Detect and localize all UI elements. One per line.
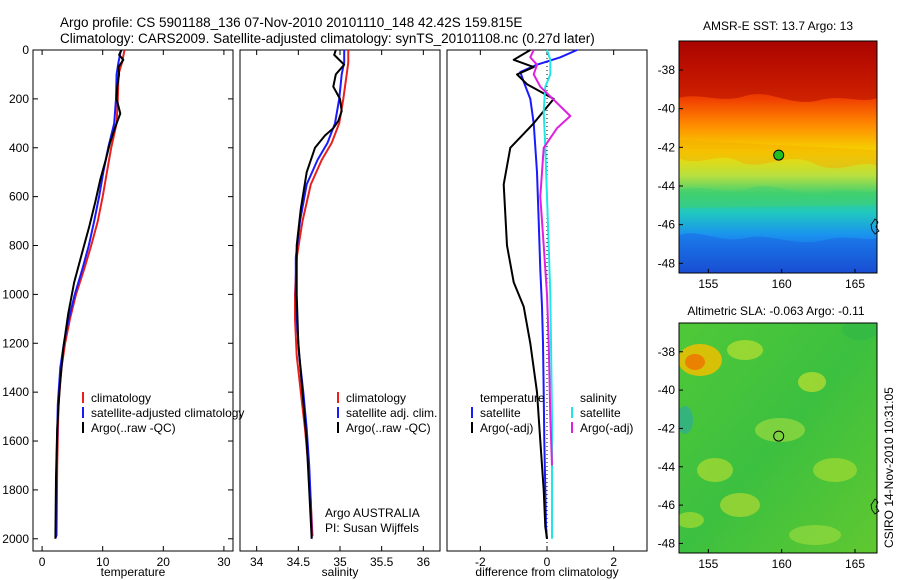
x-axis-label: salinity (322, 565, 359, 579)
legend-label: satellite (480, 406, 521, 420)
series-line (529, 49, 572, 466)
x-tick-label: 0 (544, 555, 551, 569)
x-tick-label: 36 (417, 555, 431, 569)
map-x-tick-label: 165 (845, 557, 865, 571)
sla-map: Altimetric SLA: -0.063 Argo: -0.11 155 16… (658, 304, 880, 571)
x-tick-label: 30 (217, 555, 231, 569)
salinity-panel: 34 34.5 35 35.5 36 salinity climatologysatelli… (239, 49, 441, 579)
map-x-tick-label: 160 (772, 277, 792, 291)
x-tick-label: 2 (610, 555, 617, 569)
series-line (502, 49, 555, 539)
map-y-tick-label: -44 (658, 179, 676, 193)
figure-title-line1: Argo profile: CS 5901188_136 07-Nov-2010… (60, 15, 522, 30)
credit-line1: Argo AUSTRALIA (325, 506, 420, 520)
legend-label: satellite-adjusted climatology (91, 406, 244, 420)
map-x-tick-label: 165 (845, 277, 865, 291)
y-tick-label: 1400 (2, 385, 29, 399)
temperature-panel: 0 10 20 30 temperature 0 200 400 600 800 1000 1200 1… (2, 43, 244, 579)
series-line (519, 49, 578, 539)
series-line (54, 49, 125, 539)
map-y-tick-label: -40 (658, 383, 676, 397)
legend-label: Argo(-adj) (580, 421, 633, 435)
map-y-tick-label: -42 (658, 140, 676, 154)
legend-label: satellite (580, 406, 621, 420)
series-line (294, 50, 350, 537)
legend-label: climatology (346, 391, 406, 405)
sst-map-title: AMSR-E SST: 13.7 Argo: 13 (703, 19, 853, 33)
map-y-tick-label: -46 (658, 498, 676, 512)
series-line (542, 49, 553, 539)
x-axis-label: difference from climatology (475, 565, 618, 579)
y-tick-label: 1200 (2, 336, 29, 350)
map-y-tick-label: -48 (658, 536, 676, 550)
y-tick-label: 600 (9, 190, 29, 204)
x-tick-label: 35.5 (370, 555, 394, 569)
x-tick-label: 20 (157, 555, 171, 569)
plot-frame (239, 49, 441, 552)
series-line (295, 49, 346, 539)
legend-label: Argo(..raw -QC) (91, 421, 176, 435)
sst-map: AMSR-E SST: 13.7 Argo: 13 155 160 165 -38 -4… (658, 19, 880, 291)
legend-label: climatology (91, 391, 151, 405)
y-tick-label: 0 (22, 43, 29, 57)
x-tick-label: 0 (39, 555, 46, 569)
legend-group-title: temperature (480, 391, 545, 405)
legend-group-title: salinity (580, 391, 617, 405)
sst-profile-marker (773, 149, 785, 161)
map-x-tick-label: 155 (698, 557, 718, 571)
sla-map-title: Altimetric SLA: -0.063 Argo: -0.11 (687, 304, 865, 318)
x-axis-label: temperature (101, 565, 166, 579)
sla-profile-marker (773, 430, 785, 442)
legend-label: Argo(-adj) (480, 421, 533, 435)
y-tick-label: 200 (9, 92, 29, 106)
map-y-tick-label: -40 (658, 102, 676, 116)
map-y-tick-label: -42 (658, 421, 676, 435)
x-tick-label: 35 (333, 555, 347, 569)
timestamp-stamp: CSIRO 14-Nov-2010 10:31:05 (882, 387, 896, 548)
y-tick-label: 1000 (2, 287, 29, 301)
x-tick-label: 34.5 (287, 555, 311, 569)
x-tick-label: -2 (475, 555, 486, 569)
y-tick-label: 800 (9, 239, 29, 253)
legend-label: Argo(..raw -QC) (346, 421, 431, 435)
y-tick-label: 1800 (2, 483, 29, 497)
map-x-tick-label: 155 (698, 277, 718, 291)
credit-line2: PI: Susan Wijffels (325, 521, 419, 535)
y-tick-label: 1600 (2, 434, 29, 448)
map-y-tick-label: -44 (658, 460, 676, 474)
map-y-tick-label: -38 (658, 63, 676, 77)
map-x-tick-label: 160 (772, 557, 792, 571)
plot-frame (32, 49, 234, 552)
y-tick-label: 2000 (2, 532, 29, 546)
legend-label: satellite adj. clim. (346, 406, 437, 420)
map-y-tick-label: -46 (658, 218, 676, 232)
map-y-tick-label: -48 (658, 256, 676, 270)
series-line (55, 49, 122, 538)
y-tick-label: 400 (9, 141, 29, 155)
x-tick-label: 34 (250, 555, 264, 569)
map-y-tick-label: -38 (658, 345, 676, 359)
x-tick-label: 10 (96, 555, 110, 569)
figure-title-line2: Climatology: CARS2009. Satellite-adjuste… (60, 31, 595, 46)
sla-field (679, 323, 877, 553)
